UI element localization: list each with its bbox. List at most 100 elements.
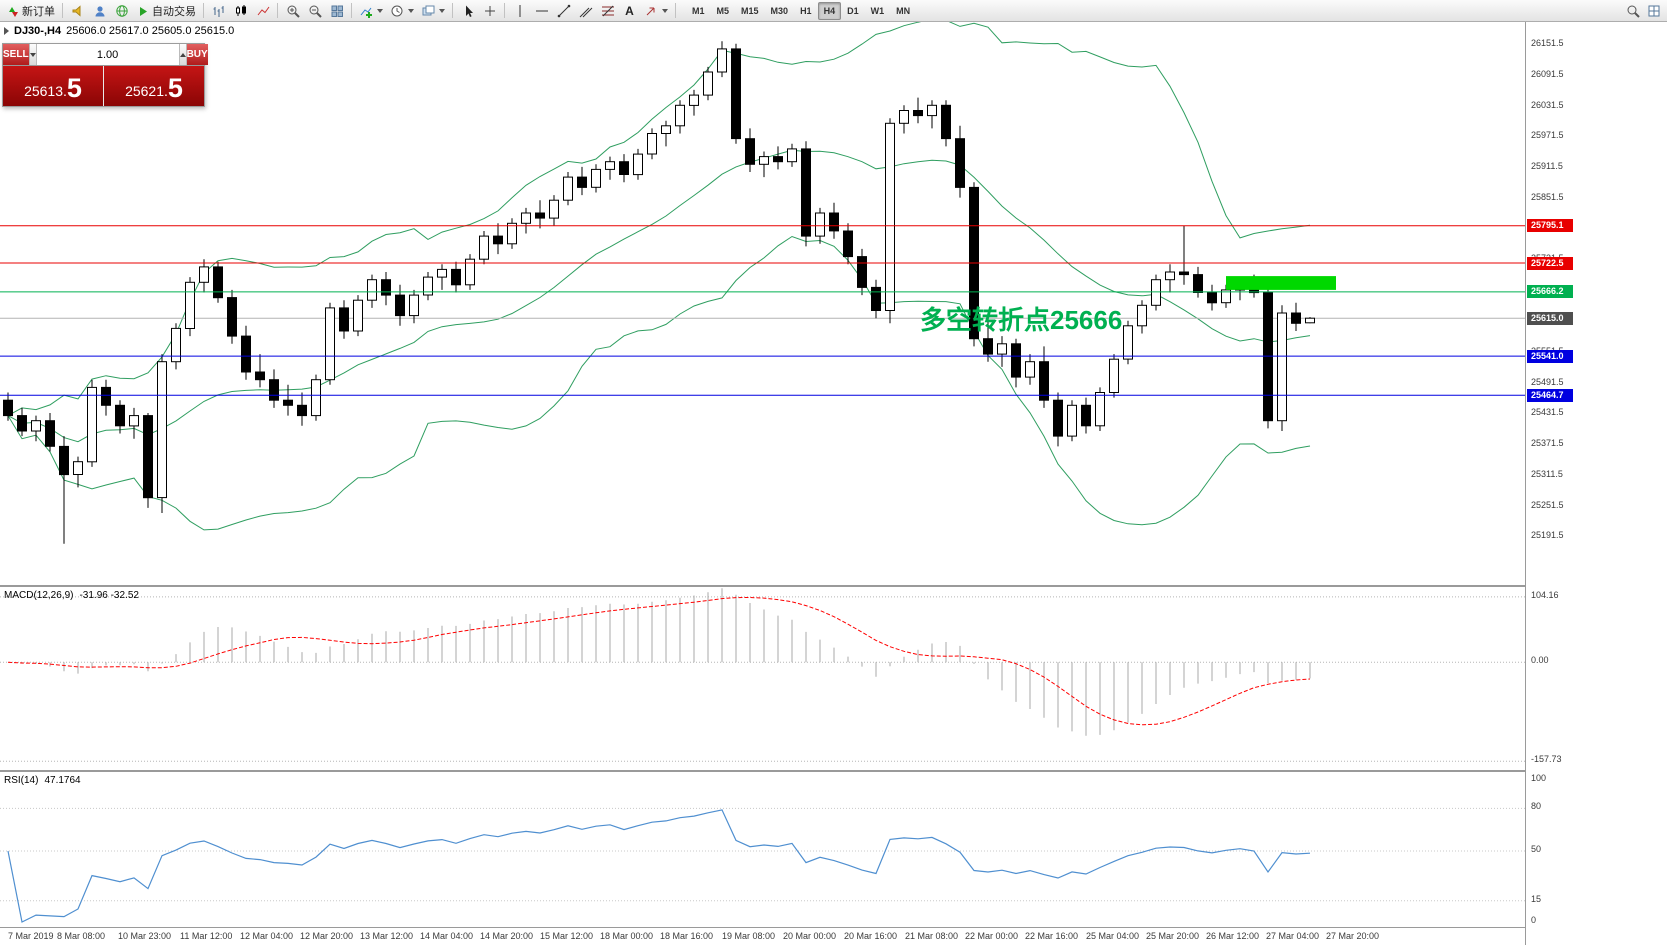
main-chart-panel: 多空转折点25666 DJ30-,H4 25606.0 25617.0 2560… — [0, 22, 1525, 585]
chevron-down-icon — [439, 8, 445, 13]
macd-values: -31.96 -32.52 — [79, 590, 139, 601]
macd-label: MACD(12,26,9) — [4, 590, 74, 601]
horizontal-line-icon — [535, 10, 548, 11]
rsi-axis-label: 100 — [1531, 773, 1547, 783]
time-label: 14 Mar 20:00 — [480, 931, 534, 941]
volume-decrease-button[interactable] — [28, 44, 37, 65]
sell-price-main: 25613. — [24, 83, 67, 99]
horizontal-line-tool-button[interactable] — [531, 1, 552, 20]
timeframe-mn-button[interactable]: MN — [896, 5, 911, 16]
volume-input[interactable] — [36, 44, 179, 65]
buy-price-display[interactable]: 25621. 5 — [104, 66, 204, 106]
macd-header: MACD(12,26,9) -31.96 -32.52 — [4, 590, 139, 601]
line-chart-button[interactable] — [252, 1, 273, 20]
text-tool-button[interactable]: A — [619, 1, 640, 20]
cursor-button[interactable] — [457, 1, 478, 20]
timeframe-d1-button[interactable]: D1 — [847, 5, 859, 16]
tile-windows-icon — [331, 5, 343, 17]
macd-panel: MACD(12,26,9) -31.96 -32.52 — [0, 585, 1525, 770]
search-button[interactable] — [1622, 1, 1643, 20]
candlestick-chart-button[interactable] — [230, 1, 251, 20]
rsi-axis-label: 80 — [1531, 801, 1542, 812]
fibonacci-tool-button[interactable] — [597, 1, 618, 20]
bar-chart-icon — [213, 5, 223, 17]
toolbar-separator — [62, 3, 63, 18]
fibonacci-icon — [601, 5, 614, 16]
zoom-out-button[interactable] — [304, 1, 325, 20]
channel-tool-button[interactable] — [575, 1, 596, 20]
timeframe-m30-button[interactable]: M30 — [770, 5, 789, 16]
rsi-panel: RSI(14) 47.1764 — [0, 770, 1525, 927]
indicators-button[interactable] — [356, 1, 386, 20]
price-tick: 25431.5 — [1531, 407, 1564, 418]
new-order-label: 新订单 — [22, 5, 55, 18]
price-tick: 25971.5 — [1531, 130, 1564, 141]
time-label: 19 Mar 08:00 — [722, 931, 776, 941]
price-tick: 25191.5 — [1531, 530, 1564, 541]
crosshair-button[interactable] — [479, 1, 500, 20]
templates-button[interactable] — [418, 1, 448, 20]
bar-chart-button[interactable] — [208, 1, 229, 20]
collapse-icon[interactable] — [4, 27, 9, 35]
time-label: 27 Mar 20:00 — [1326, 931, 1380, 941]
layout-button[interactable] — [1643, 1, 1664, 20]
ohlc-values: 25606.0 25617.0 25605.0 25615.0 — [66, 25, 235, 37]
price-axis[interactable]: 26151.5 26091.5 26031.5 25971.5 25911.5 25851… — [1525, 22, 1667, 945]
rsi-axis-label: 50 — [1531, 844, 1542, 854]
timeframe-m5-button[interactable]: M5 — [716, 5, 730, 16]
trendline-tool-button[interactable] — [553, 1, 574, 20]
timeframe-m1-button[interactable]: M1 — [692, 5, 705, 16]
macd-axis-label: 104.16 — [1531, 589, 1559, 600]
autotrading-button[interactable]: 自动交易 — [133, 1, 199, 20]
buy-button[interactable]: BUY — [186, 44, 208, 65]
sell-price-display[interactable]: 25613. 5 — [3, 66, 104, 106]
timeframe-m15-button[interactable]: M15 — [741, 5, 759, 16]
time-label: 18 Mar 16:00 — [660, 931, 714, 941]
time-axis[interactable]: 7 Mar 2019 8 Mar 08:00 10 Mar 23:00 11 Mar … — [0, 927, 1525, 945]
buy-price-main: 25621. — [125, 83, 168, 99]
timeframe-h4-button[interactable]: H4 — [817, 1, 842, 20]
vertical-line-tool-button[interactable] — [509, 1, 530, 20]
macd-canvas[interactable] — [0, 587, 1525, 770]
price-chart-canvas[interactable]: 多空转折点25666 — [0, 22, 1525, 585]
periods-button[interactable] — [387, 1, 417, 20]
price-tick: 25851.5 — [1531, 191, 1564, 202]
timeframe-h1-button[interactable]: H1 — [800, 5, 812, 16]
timeframe-w1-button[interactable]: W1 — [870, 5, 885, 16]
new-order-button[interactable]: 新订单 — [3, 1, 58, 20]
time-label: 25 Mar 20:00 — [1146, 931, 1200, 941]
layout-grid-icon — [1648, 5, 1659, 16]
crosshair-icon — [484, 5, 495, 16]
time-label: 7 Mar 2019 — [8, 931, 54, 941]
sell-button[interactable]: SELL — [3, 44, 29, 65]
rsi-canvas[interactable] — [0, 772, 1525, 927]
time-label: 22 Mar 16:00 — [1025, 931, 1079, 941]
zoom-in-button[interactable] — [282, 1, 303, 20]
community-button[interactable] — [111, 1, 132, 20]
channel-icon — [579, 7, 592, 17]
spinner-down-icon — [29, 52, 36, 57]
spinner-up-icon — [179, 52, 186, 57]
toolbar-separator — [675, 3, 676, 18]
line-chart-icon — [257, 6, 269, 15]
rsi-header: RSI(14) 47.1764 — [4, 775, 81, 786]
timeframe-toolbar: M1 M5 M15 M30 H1 H4 D1 W1 MN — [686, 1, 916, 20]
macd-axis-label: 0.00 — [1531, 655, 1549, 666]
price-tick: 25371.5 — [1531, 438, 1564, 448]
time-label: 12 Mar 20:00 — [300, 931, 354, 941]
horn-icon — [72, 4, 80, 17]
tile-windows-button[interactable] — [326, 1, 347, 20]
time-label: 18 Mar 00:00 — [600, 931, 654, 941]
zoom-in-icon — [287, 5, 300, 18]
volume-increase-button[interactable] — [178, 44, 187, 65]
time-label: 20 Mar 16:00 — [844, 931, 898, 941]
alerts-button[interactable] — [67, 1, 88, 20]
price-tick: 25311.5 — [1531, 468, 1563, 479]
price-tag: 25795.1 — [1527, 219, 1573, 233]
search-icon — [1627, 5, 1640, 18]
profile-button[interactable] — [89, 1, 110, 20]
arrows-tool-button[interactable] — [641, 1, 671, 20]
time-label: 15 Mar 12:00 — [540, 931, 594, 941]
time-label: 20 Mar 00:00 — [783, 931, 837, 941]
toolbar-separator — [351, 3, 352, 18]
